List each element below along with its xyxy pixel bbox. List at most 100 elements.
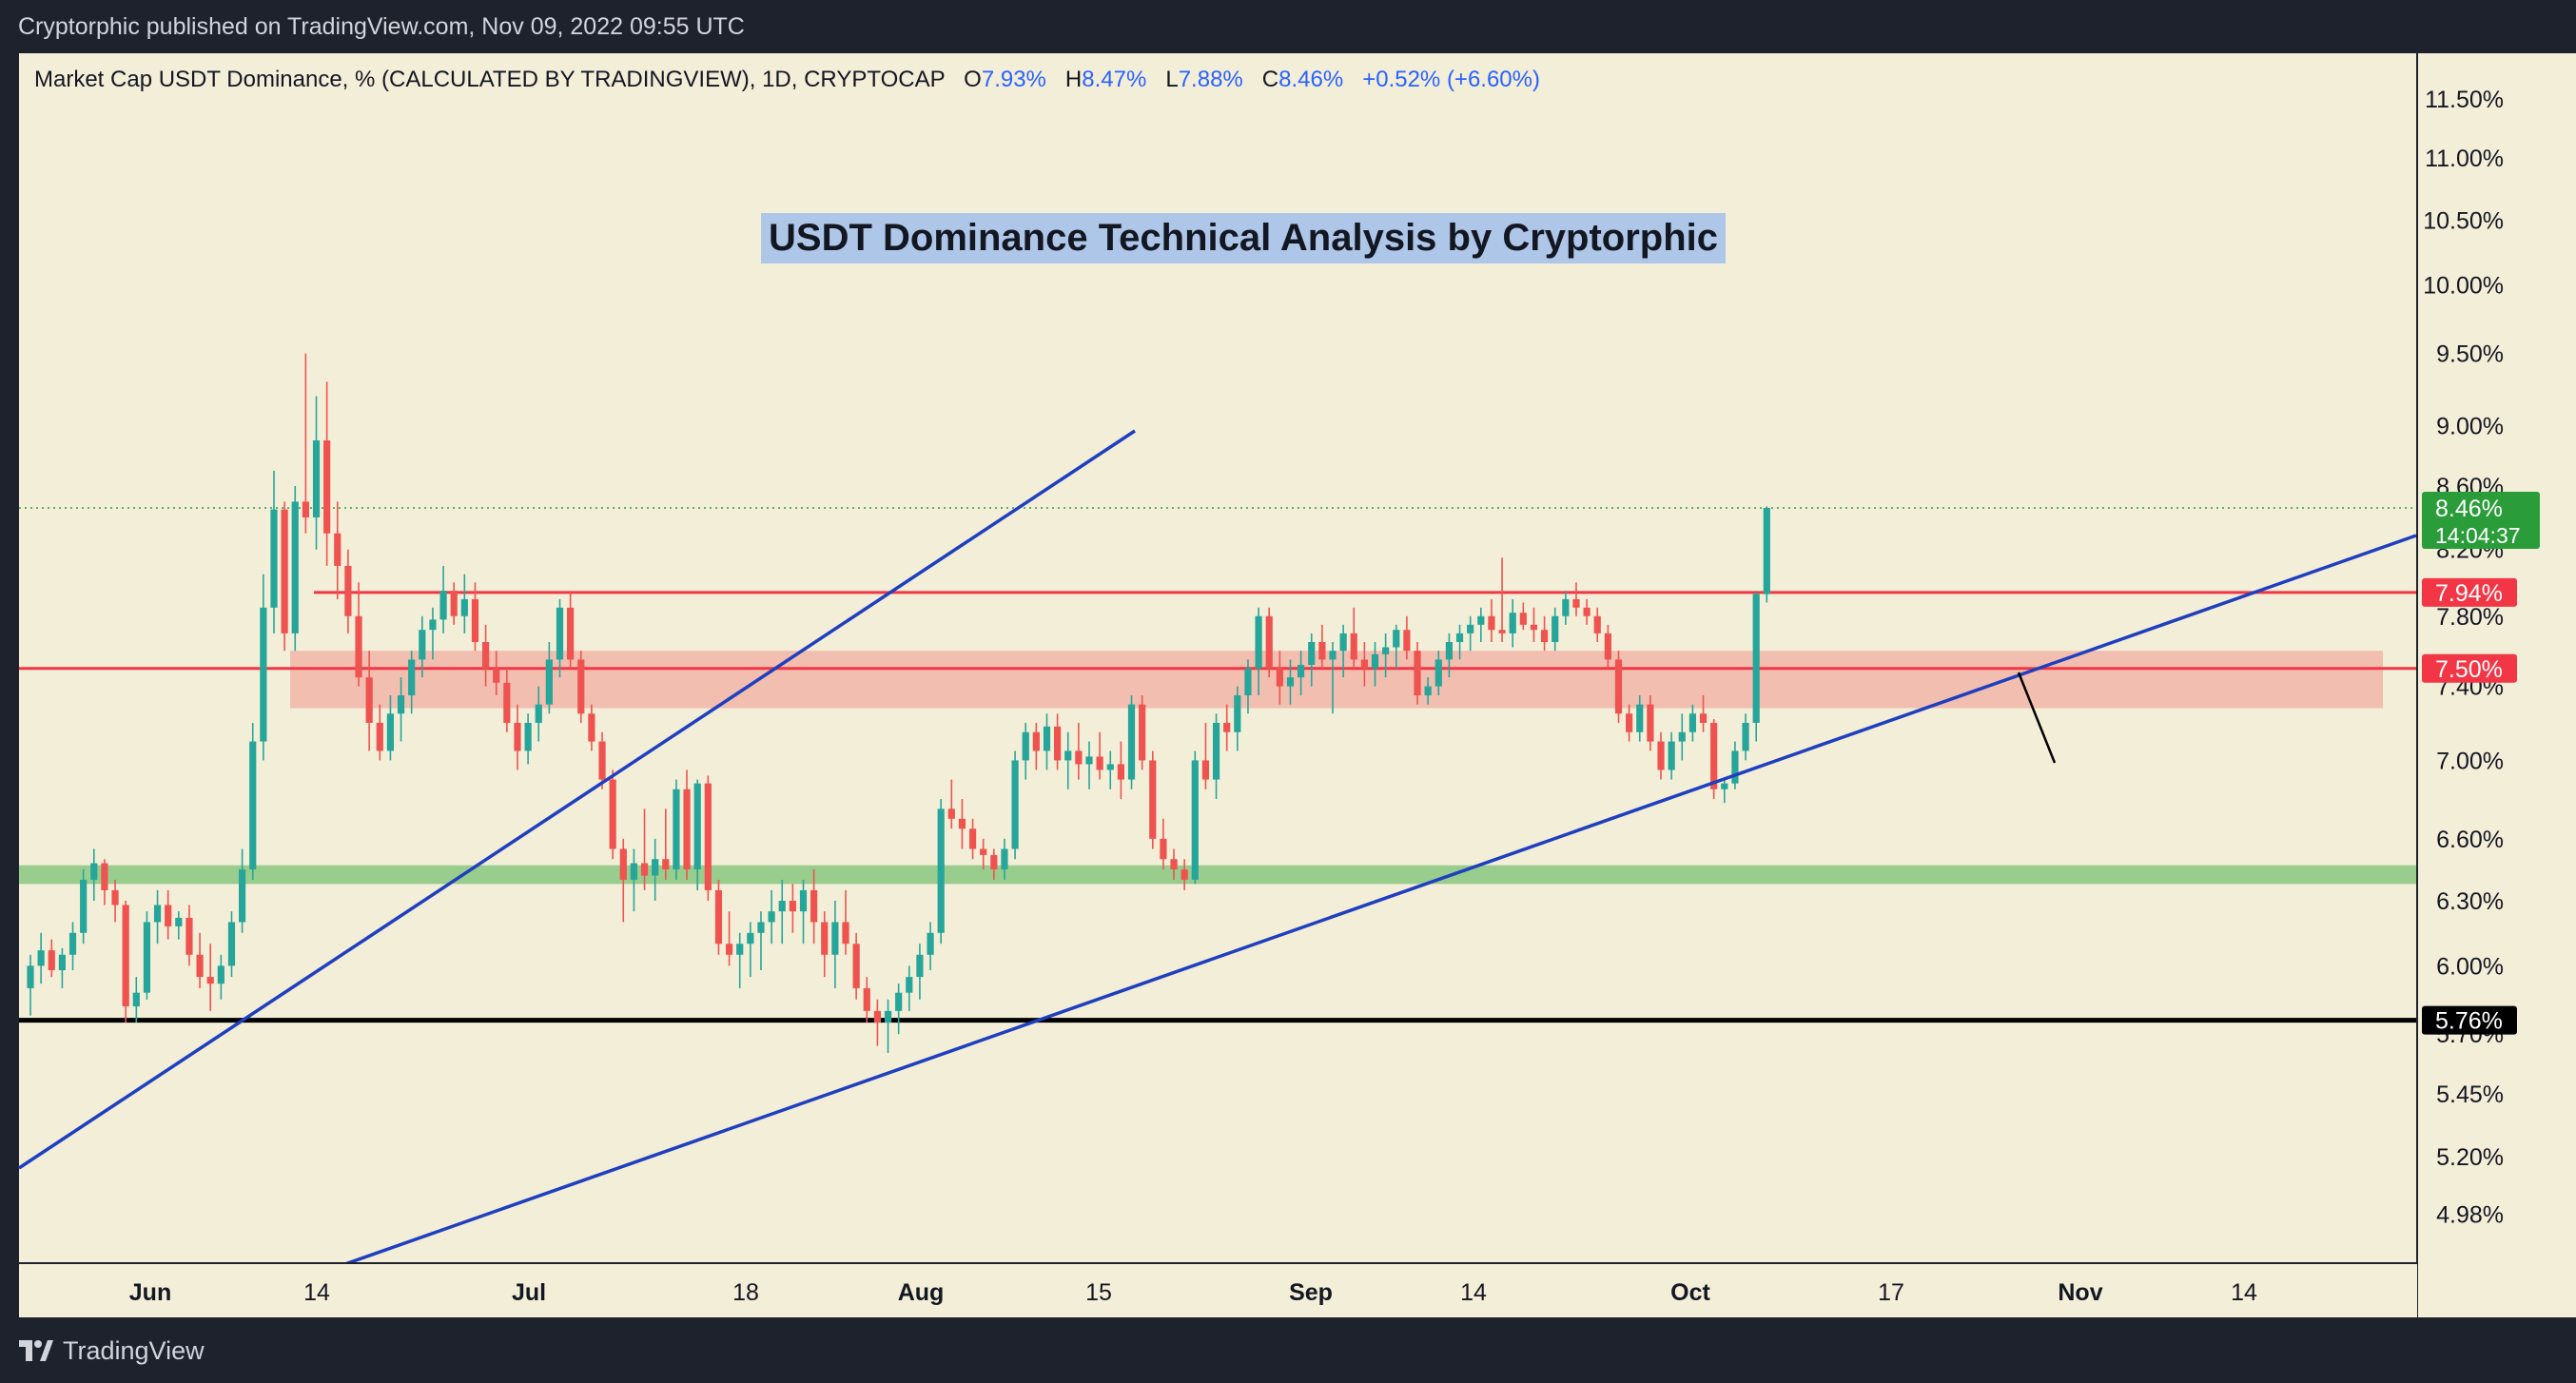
candle-body bbox=[757, 922, 765, 933]
price-axis-tick: 6.30% bbox=[2436, 888, 2504, 915]
candle bbox=[1626, 704, 1633, 742]
low-value: 7.88% bbox=[1178, 67, 1243, 92]
tradingview-logo[interactable]: TradingView bbox=[19, 1334, 205, 1367]
candle-body bbox=[450, 591, 458, 616]
price-axis-tick: 7.00% bbox=[2436, 748, 2504, 774]
candle bbox=[239, 848, 246, 933]
candle-body bbox=[906, 977, 913, 993]
candle-body bbox=[334, 533, 342, 566]
candle bbox=[249, 722, 257, 880]
candle bbox=[1234, 686, 1241, 751]
price-tags: 8.46%14:04:37 7.94% 7.50% 5.76% bbox=[2422, 492, 2540, 1035]
candle-body bbox=[48, 950, 55, 971]
candle bbox=[1255, 607, 1262, 696]
candle bbox=[165, 889, 172, 940]
candle-body bbox=[37, 950, 45, 966]
candle-body bbox=[821, 922, 829, 955]
candle-body bbox=[1139, 704, 1146, 761]
candle bbox=[1149, 750, 1157, 849]
candle bbox=[1636, 695, 1644, 742]
candle-body bbox=[1054, 726, 1062, 761]
level-tag bbox=[2422, 1005, 2517, 1035]
candle-body bbox=[980, 848, 987, 855]
candle bbox=[397, 677, 405, 742]
candle-body bbox=[1276, 668, 1283, 687]
price-axis-tick: 6.00% bbox=[2436, 953, 2504, 980]
candle bbox=[556, 598, 564, 678]
candle-body bbox=[1212, 722, 1220, 780]
candle bbox=[1043, 713, 1051, 770]
candle bbox=[1054, 713, 1062, 770]
candle-body bbox=[873, 1010, 881, 1023]
candle bbox=[1001, 838, 1008, 880]
candle-body bbox=[1170, 859, 1178, 870]
candle bbox=[1530, 607, 1538, 643]
candle bbox=[90, 848, 98, 902]
candle-body bbox=[1360, 659, 1368, 669]
price-axis-tick: 5.20% bbox=[2436, 1144, 2504, 1171]
candle bbox=[323, 381, 331, 566]
candle-body bbox=[1181, 869, 1188, 880]
candle-body bbox=[714, 889, 723, 945]
candle-body bbox=[481, 642, 490, 669]
candle-body bbox=[1350, 633, 1357, 660]
candle-body bbox=[408, 659, 416, 696]
candle-body bbox=[640, 863, 649, 876]
price-axis-tick: 11.00% bbox=[2425, 146, 2504, 172]
candle-body bbox=[747, 932, 754, 945]
zone-green bbox=[19, 865, 2416, 885]
candle bbox=[852, 932, 860, 1000]
candle bbox=[1509, 598, 1516, 648]
candle-body bbox=[863, 987, 870, 1011]
candle-body bbox=[196, 954, 204, 978]
candle bbox=[1551, 607, 1559, 652]
price-chart[interactable]: 11.50%11.00%10.50%10.00%9.50%9.00%8.60%8… bbox=[0, 0, 2576, 1317]
candle bbox=[1191, 750, 1199, 885]
candle bbox=[1139, 695, 1146, 770]
candle bbox=[588, 704, 595, 751]
time-axis-labels: Jun 14 Jul 18 Aug 15 Sep 14 Oct 17 Nov 14 bbox=[129, 1279, 2257, 1306]
time-axis-tick: Aug bbox=[898, 1279, 945, 1306]
candle bbox=[1011, 750, 1019, 860]
candle-body bbox=[1742, 722, 1749, 751]
last-price-label: 8.46% bbox=[2435, 496, 2503, 522]
candle bbox=[1488, 598, 1495, 643]
candle bbox=[821, 911, 829, 978]
candle bbox=[662, 808, 670, 880]
time-axis-tick: 17 bbox=[1878, 1279, 1904, 1306]
candle-body bbox=[143, 922, 151, 993]
time-axis-tick: Nov bbox=[2058, 1279, 2102, 1306]
candle-body bbox=[419, 630, 426, 660]
candle-body bbox=[1244, 668, 1252, 696]
candle-body bbox=[1414, 651, 1421, 696]
level-tag-label: 5.76% bbox=[2435, 1008, 2503, 1035]
candle bbox=[58, 947, 66, 988]
candle-body bbox=[1371, 653, 1379, 669]
candle bbox=[863, 977, 870, 1023]
candle bbox=[1647, 695, 1654, 751]
candle-body bbox=[302, 501, 309, 517]
time-axis-tick: 14 bbox=[2231, 1279, 2257, 1306]
candle bbox=[439, 565, 447, 633]
candle bbox=[132, 977, 140, 1023]
candle bbox=[789, 884, 796, 933]
candle bbox=[408, 651, 416, 714]
candle bbox=[503, 668, 511, 732]
candle-body bbox=[789, 901, 796, 912]
candle-body bbox=[545, 659, 553, 705]
candle-body bbox=[1191, 760, 1199, 880]
candle-body bbox=[1699, 713, 1708, 723]
candle-body bbox=[376, 722, 383, 751]
candle bbox=[481, 624, 490, 687]
candle-body bbox=[1127, 704, 1136, 780]
levels-layer bbox=[19, 507, 2416, 1023]
candle-body bbox=[1467, 624, 1474, 633]
candle-body bbox=[185, 917, 193, 955]
open-value: 7.93% bbox=[981, 67, 1046, 92]
candle-body bbox=[132, 992, 140, 1007]
candle bbox=[1477, 607, 1485, 643]
price-axis-tick: 9.50% bbox=[2436, 341, 2504, 368]
candle bbox=[1519, 602, 1527, 631]
published-info: Cryptorphic published on TradingView.com… bbox=[18, 13, 745, 40]
candle bbox=[1106, 750, 1114, 789]
